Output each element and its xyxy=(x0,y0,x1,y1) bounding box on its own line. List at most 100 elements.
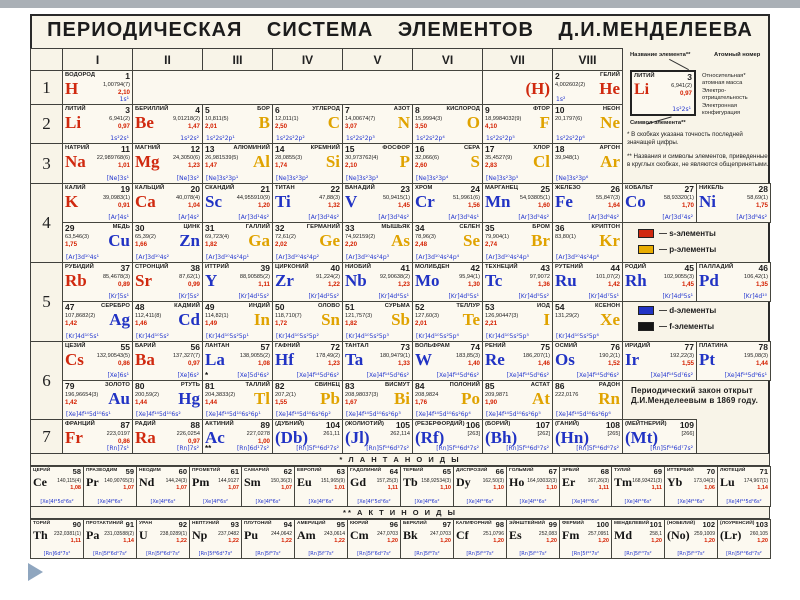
element-mass: 44,955910(9) xyxy=(236,195,270,201)
element-mass: 114,82(1) xyxy=(205,313,229,319)
element-name: ИНДИЙ xyxy=(248,303,270,309)
element-cell-ne: НЕОН 10 Ne 20,1797(6) 1s²2s²2p⁶ xyxy=(552,104,623,144)
element-cell-in: ИНДИЙ 49 In 114,82(1) 1,49 [Kr]4d¹⁰5s²5p… xyxy=(202,301,273,342)
element-cell-al: АЛЮМИНИЙ 13 Al 26,981539(5) 1,47 [Ne]3s²… xyxy=(202,143,273,184)
element-cell-lu: ЛЮТЕЦИЙ 71 Lu 174,967(1) 1,14 [Xe]4f¹⁴5d… xyxy=(717,466,771,507)
element-electronegativity: 0,97 xyxy=(117,122,130,130)
element-number: 40 xyxy=(330,263,340,273)
element-configuration: [Ar]3d³4s² xyxy=(378,214,409,221)
element-mass: 174,967(1) xyxy=(743,478,768,484)
sample-mass: 6,941(2) xyxy=(671,83,692,89)
element-cell-db: (ДУБНИЙ) 104 (Db) 261,11 [Rn]5f¹⁴6d²7s² xyxy=(272,419,343,454)
element-number: 105 xyxy=(395,420,410,430)
element-configuration: [Ne]3s²3p³ xyxy=(346,175,379,182)
element-header: НЕОДИМ 60 xyxy=(137,467,189,477)
element-electronegativity: 1,10 xyxy=(546,484,557,491)
element-values: 232,0381(1) 1,11 xyxy=(54,530,81,545)
element-body: Ti 47,88(3) 1,32 xyxy=(273,193,342,210)
element-body: Mn 54,93805(1) 1,60 xyxy=(483,193,552,210)
element-header: ТЕРБИЙ 65 xyxy=(401,467,453,477)
element-values: 262,114 xyxy=(390,430,410,438)
element-body: Pd 106,42(1) 1,35 xyxy=(697,272,770,289)
element-symbol: Gd xyxy=(350,475,367,489)
element-mass: 20,1797(6) xyxy=(555,116,583,122)
element-name: АКТИНИЙ xyxy=(205,421,234,427)
element-number: 55 xyxy=(120,342,130,352)
element-mass: 28,0855(3) xyxy=(275,155,303,161)
element-header: ЦИНК 30 xyxy=(133,223,202,233)
element-symbol: Na xyxy=(65,152,86,171)
element-mass: 260,105 xyxy=(749,531,768,537)
element-mass: 54,93805(1) xyxy=(519,195,550,201)
element-values: 186,207(1) 1,46 xyxy=(523,352,550,367)
element-name: ИТТРИЙ xyxy=(205,264,230,270)
element-values: 196,96654(3) 1,42 xyxy=(65,391,98,406)
element-number: 12 xyxy=(190,144,200,154)
element-mass: 261,11 xyxy=(323,431,340,437)
element-values: 83,80(1) xyxy=(555,233,576,241)
element-body: Es 252,083 1,20 xyxy=(507,529,559,545)
element-symbol: (Bh) xyxy=(485,428,518,447)
slide-nav-arrow[interactable] xyxy=(28,563,43,581)
element-cell-fm: ФЕРМИЙ 100 Fm 257,0951 1,20 [Rn]5f¹²7s² xyxy=(559,519,612,559)
element-electronegativity: 0,99 xyxy=(187,280,200,288)
element-values: 178,49(2) 1,23 xyxy=(316,352,340,367)
element-body: Mo 95,94(1) 1,30 xyxy=(413,272,482,289)
element-header: ЕВРОПИЙ 63 xyxy=(295,467,347,477)
element-values: 231,03588(2) 1,14 xyxy=(104,530,134,545)
element-values: 243,0614 1,22 xyxy=(324,530,345,545)
element-mass: 167,26(3) xyxy=(587,478,609,484)
element-configuration: [Xe]4f⁷6s² xyxy=(308,499,334,505)
element-values: 12,011(1) 2,50 xyxy=(275,115,299,130)
element-body: I 126,90447(3) 2,21 xyxy=(483,311,552,328)
element-cell-bi: ВИСМУТ 83 Bi 208,98037(3) 1,67 [Xe]4f¹⁴5… xyxy=(342,380,413,420)
element-configuration: [Xe]6s² xyxy=(177,372,199,379)
element-name: МАГНИЙ xyxy=(135,145,161,151)
element-header: ИТТРИЙ 39 xyxy=(203,263,272,273)
element-name: АЛЮМИНИЙ xyxy=(233,145,270,151)
element-number: 64 xyxy=(389,467,398,476)
element-configuration: [Xe]4f¹³6s² xyxy=(624,499,652,505)
element-values: 151,965(9) 1,01 xyxy=(321,477,345,492)
element-body: Cf 251,0796 1,20 xyxy=(454,529,506,545)
element-header: ЭЙНШТЕЙНИЙ 99 xyxy=(507,520,559,530)
element-cell-es: ЭЙНШТЕЙНИЙ 99 Es 252,083 1,20 [Rn]5f¹¹7s… xyxy=(506,519,560,559)
element-electronegativity: 1,70 xyxy=(681,201,694,209)
element-electronegativity: 0,91 xyxy=(117,201,130,209)
element-number: 23 xyxy=(400,184,410,194)
element-symbol: (Rf) xyxy=(415,428,445,447)
element-values: 244,0642 1,22 xyxy=(271,530,292,545)
element-electronegativity: 1,66 xyxy=(135,240,148,248)
element-values: 1,00794(7) 2,10 xyxy=(103,81,130,96)
element-mass: 12,011(1) xyxy=(275,116,299,122)
element-number: 41 xyxy=(400,263,410,273)
element-name: РАДОН xyxy=(598,382,620,388)
element-cell-he: ГЕЛИЙ 2 He 4,002602(2) 1s² xyxy=(552,70,623,105)
element-symbol: Cm xyxy=(350,528,369,542)
element-number: 98 xyxy=(495,520,504,529)
element-name: ГЕЛИЙ xyxy=(599,72,620,78)
sample-body: Li 6,941(2) 0,97 xyxy=(632,82,694,98)
element-values: 226,0254 0,97 xyxy=(177,430,200,445)
element-values: 91,224(2) 1,22 xyxy=(316,273,340,288)
element-body: O 15,9994(3) 3,50 xyxy=(413,114,482,131)
element-header: (РЕЗЕРФОРДИЙ) 106 xyxy=(413,420,482,430)
element-cell-s: СЕРА 16 S 32,066(6) 2,60 [Ne]3s²3p⁴ xyxy=(412,143,483,184)
element-number: 14 xyxy=(275,144,285,154)
element-configuration: [Xe]4f⁶6s² xyxy=(255,499,281,505)
element-name: КОБАЛЬТ xyxy=(625,185,654,191)
element-mass: 252,083 xyxy=(538,531,557,537)
element-name: МЕДЬ xyxy=(112,224,130,230)
element-number: 63 xyxy=(336,467,345,476)
element-configuration: [Xe]4f¹⁴5d⁴6s² xyxy=(436,372,479,379)
element-symbol: Al xyxy=(253,152,270,171)
element-values: 40,078(4) 1,04 xyxy=(176,194,200,209)
element-name: ПРОТАКТИНИЙ xyxy=(86,521,124,526)
element-values: 112,411(8) 1,46 xyxy=(135,312,161,327)
element-cell-ta: ТАНТАЛ 73 Ta 180,9479(1) 1,33 [Xe]4f¹⁴5d… xyxy=(342,341,413,381)
element-header: НЕОН 10 xyxy=(553,105,622,115)
element-electronegativity: 1,55 xyxy=(275,398,288,406)
element-mass: 132,90543(5) xyxy=(96,353,130,359)
element-symbol: Yb xyxy=(667,475,683,489)
element-number: 104 xyxy=(325,420,340,430)
